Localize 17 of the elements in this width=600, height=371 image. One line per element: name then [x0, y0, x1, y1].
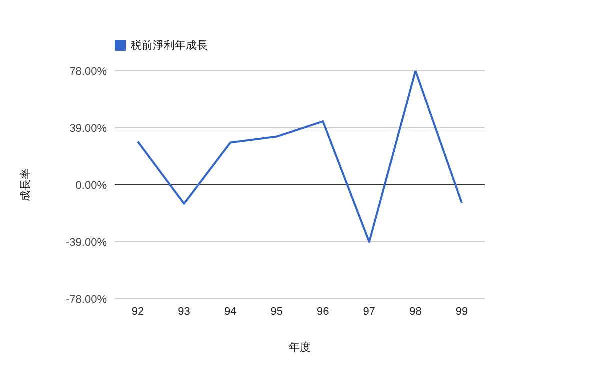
- y-tick-label: 0.00%: [76, 180, 108, 192]
- x-tick-label: 96: [317, 306, 330, 318]
- x-tick-label: 95: [270, 306, 283, 318]
- x-axis-title: 年度: [289, 341, 311, 354]
- x-tick-label: 92: [132, 306, 144, 318]
- x-tick-label: 97: [363, 306, 376, 318]
- x-tick-label: 93: [178, 306, 190, 318]
- y-axis-title: 成長率: [18, 168, 32, 202]
- x-tick-label: 94: [224, 306, 237, 318]
- x-tick-label: 98: [410, 306, 422, 318]
- y-tick-label: 39.00%: [70, 122, 108, 135]
- x-tick-label: 99: [456, 306, 468, 318]
- y-tick-label: -39.00%: [66, 236, 108, 249]
- line-series: [137, 71, 463, 244]
- y-tick-label: -78.00%: [66, 294, 108, 306]
- y-tick-label: 78.00%: [70, 66, 108, 78]
- legend-label: 税前淨利年成長: [131, 39, 208, 53]
